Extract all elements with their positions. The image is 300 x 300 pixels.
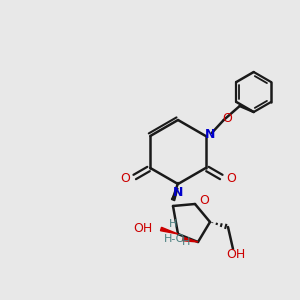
Text: N: N (173, 185, 183, 199)
Text: OH: OH (226, 248, 246, 262)
Text: N: N (205, 128, 215, 142)
Polygon shape (183, 237, 198, 242)
Text: O: O (120, 172, 130, 184)
Text: O: O (222, 112, 232, 124)
Text: OH: OH (133, 221, 152, 235)
Text: O: O (226, 172, 236, 184)
Polygon shape (160, 227, 178, 234)
Polygon shape (171, 188, 178, 201)
Text: O: O (199, 194, 209, 206)
Text: H-O: H-O (164, 234, 185, 244)
Text: H: H (169, 219, 177, 229)
Text: H: H (182, 237, 190, 247)
